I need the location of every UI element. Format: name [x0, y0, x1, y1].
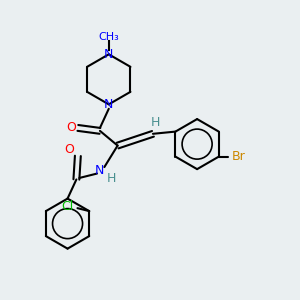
Text: CH₃: CH₃ — [98, 32, 119, 42]
Text: N: N — [104, 98, 113, 111]
Text: O: O — [66, 122, 76, 134]
Text: H: H — [106, 172, 116, 185]
Text: H: H — [151, 116, 160, 129]
Text: Cl: Cl — [61, 200, 73, 213]
Text: N: N — [94, 164, 104, 177]
Text: N: N — [104, 48, 113, 61]
Text: Br: Br — [232, 150, 246, 163]
Text: O: O — [65, 143, 75, 156]
